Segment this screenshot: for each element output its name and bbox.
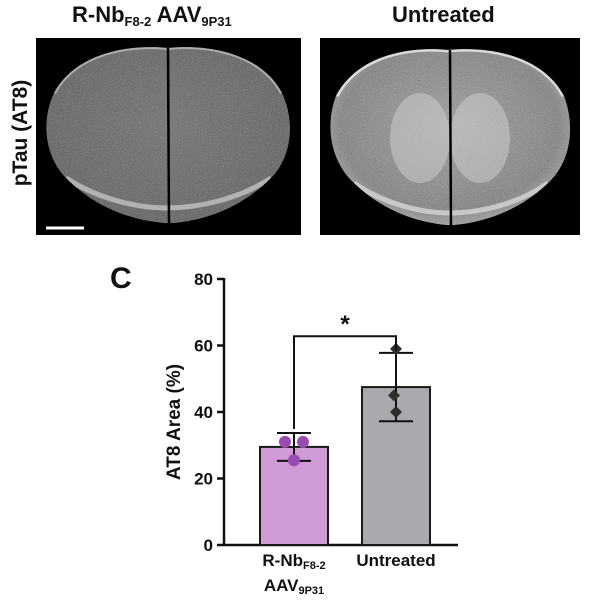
brain-section-treated-image [46, 47, 290, 230]
y-tick-label: 80 [194, 270, 213, 289]
significance-star: * [340, 311, 350, 338]
brain-section-untreated-image [330, 49, 571, 231]
y-tick-label: 20 [194, 470, 213, 489]
data-point [390, 406, 402, 418]
y-ticks: 0 20 40 60 80 [194, 270, 224, 555]
significance-bracket: * [293, 311, 397, 429]
significance-line [293, 335, 397, 429]
bars [259, 386, 431, 547]
micrograph-treated [36, 38, 301, 235]
y-tick-label: 40 [194, 403, 213, 422]
y-axis-label: AT8 Area (%) [164, 364, 185, 480]
panel-letter: C [110, 262, 132, 295]
data-point [388, 389, 400, 402]
micrograph-untreated [320, 38, 580, 235]
y-tick-label: 60 [194, 337, 213, 356]
data-point [279, 435, 291, 448]
header-untreated: Untreated [392, 2, 495, 27]
header-treated: R-NbF8-2 AAV9P31 [72, 2, 232, 29]
data-point [288, 454, 300, 467]
y-tick-label: 0 [204, 536, 213, 555]
data-point [297, 435, 309, 448]
x-tick-label-treated: R-NbF8-2 AAV9P31 [262, 551, 326, 597]
x-tick-label-untreated: Untreated [356, 551, 436, 570]
data-points [279, 342, 402, 467]
